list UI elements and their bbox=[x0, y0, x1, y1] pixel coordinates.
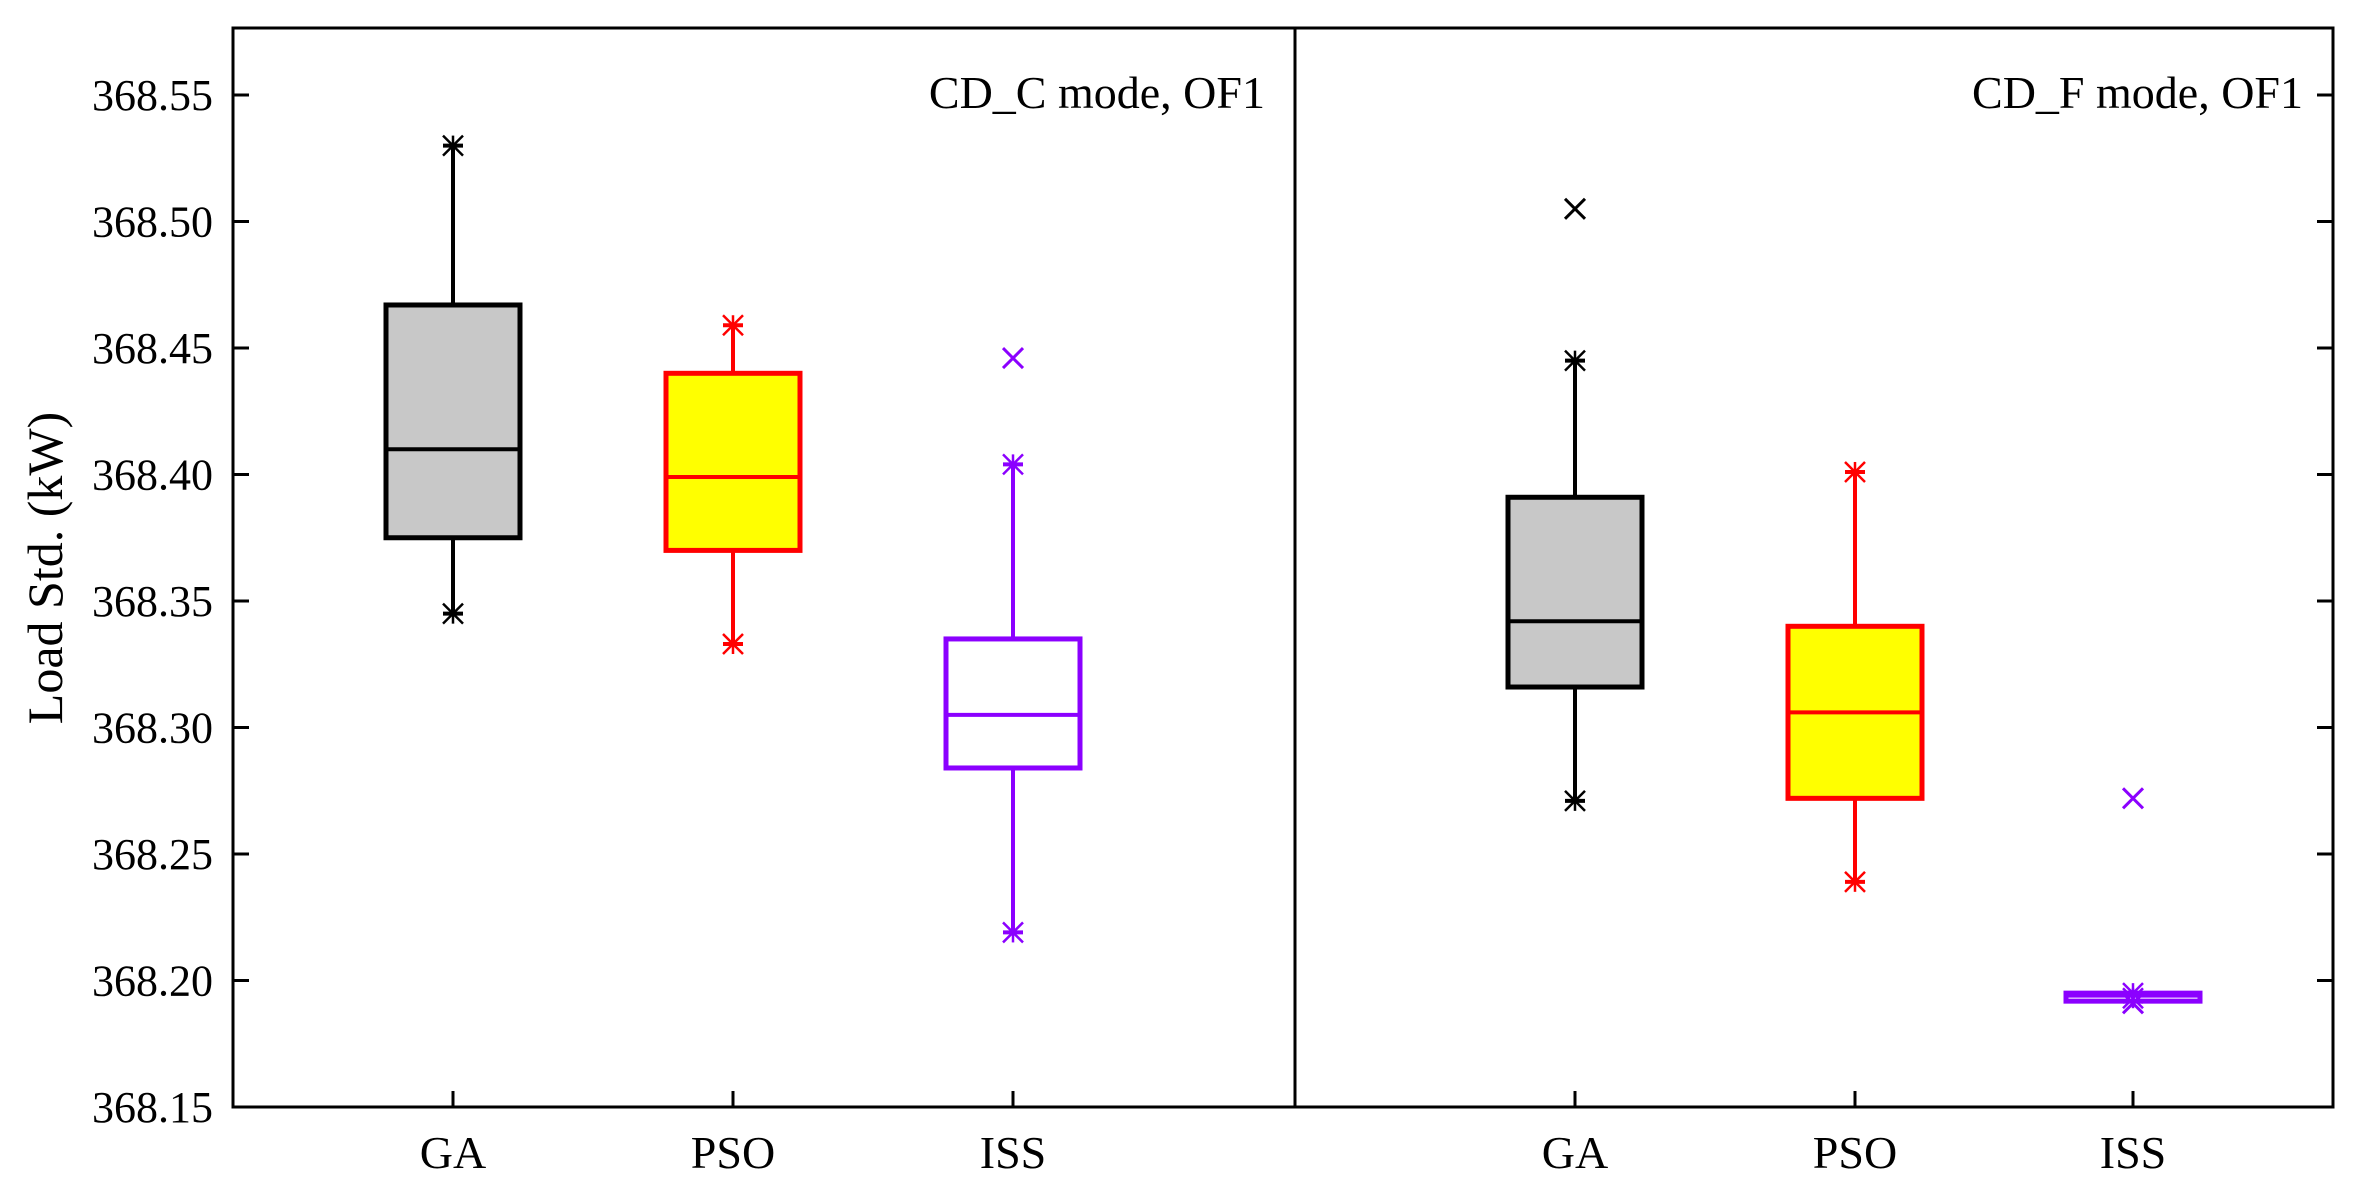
panel-title: CD_C mode, OF1 bbox=[929, 67, 1265, 118]
y-tick-label: 368.45 bbox=[92, 324, 213, 373]
panel-1-ga-box bbox=[1505, 494, 1645, 690]
y-tick-label: 368.55 bbox=[92, 71, 213, 120]
x-tick-label: GA bbox=[1542, 1127, 1608, 1178]
x-tick-label: GA bbox=[420, 1127, 486, 1178]
x-tick-label: ISS bbox=[980, 1127, 1046, 1178]
x-tick-label: PSO bbox=[691, 1127, 775, 1178]
panel-1-ga-outlier-0-b bbox=[1563, 197, 1587, 220]
y-tick-label: 368.15 bbox=[92, 1083, 213, 1132]
y-tick-label: 368.50 bbox=[92, 198, 213, 247]
y-tick-label: 368.40 bbox=[92, 451, 213, 500]
y-tick-label: 368.35 bbox=[92, 577, 213, 626]
y-axis-title: Load Std. (kW) bbox=[17, 412, 73, 724]
panel-frame bbox=[231, 26, 1297, 1109]
panel-0-iss-outlier-0-b bbox=[1001, 347, 1025, 370]
x-tick-label: PSO bbox=[1813, 1127, 1897, 1178]
panel-0-iss-box bbox=[943, 636, 1083, 771]
x-tick-label: ISS bbox=[2100, 1127, 2166, 1178]
panel-title: CD_F mode, OF1 bbox=[1972, 67, 2303, 118]
panel-0-pso-box bbox=[663, 370, 803, 553]
panel-0-ga-box bbox=[383, 302, 523, 541]
panel-1-iss-outlier-1-b bbox=[2121, 992, 2145, 1015]
panel-1-iss-outlier-0-b bbox=[2121, 787, 2145, 810]
panel-frame bbox=[1293, 26, 2335, 1109]
y-tick-label: 368.20 bbox=[92, 957, 213, 1006]
y-tick-label: 368.30 bbox=[92, 704, 213, 753]
y-tick-label: 368.25 bbox=[92, 830, 213, 879]
